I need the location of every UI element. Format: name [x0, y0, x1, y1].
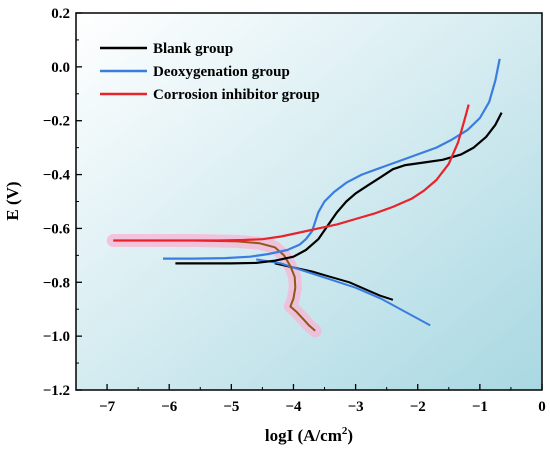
- series-deoxygenation-anodic: [163, 58, 501, 260]
- y-tick-label: −0.6: [43, 221, 71, 237]
- y-tick-label: −1.0: [43, 329, 70, 345]
- ticks-layer: −7 −6 −5 −4 −3 −2 −1 0 −1.2 −1.0 −0.8 −0.6 −0.4 −0.2 0…: [43, 6, 546, 415]
- x-tick-label: −5: [223, 399, 239, 415]
- x-tick-label: −6: [161, 399, 178, 415]
- legend-label-blank: Blank group: [153, 41, 233, 57]
- series-layer: [113, 58, 503, 332]
- x-tick-label: −1: [472, 399, 488, 415]
- y-axis-label: E (V): [3, 181, 22, 220]
- x-tick-label: −4: [285, 399, 302, 415]
- x-axis-label: logI (A/cm2): [265, 425, 353, 445]
- y-tick-label: −1.2: [43, 383, 70, 399]
- y-tick-label: −0.8: [43, 275, 70, 291]
- legend-label-deoxygenation: Deoxygenation group: [153, 64, 290, 80]
- x-tick-label: −7: [99, 399, 116, 415]
- x-tick-label: −3: [348, 399, 364, 415]
- series-inhibitor-anodic: [113, 104, 470, 242]
- series-deoxygenation-cathodic: [256, 258, 431, 327]
- series-blank-anodic: [175, 112, 503, 265]
- y-tick-label: −0.4: [43, 168, 71, 184]
- series-inhibitor-cathodic: [113, 239, 316, 332]
- x-tick-label: 0: [538, 399, 546, 415]
- legend-label-inhibitor: Corrosion inhibitor group: [153, 87, 320, 103]
- y-tick-label: 0.0: [51, 60, 70, 76]
- y-tick-label: −0.2: [43, 114, 70, 130]
- y-tick-label: 0.2: [51, 6, 70, 22]
- legend: Blank group Deoxygenation group Corrosion …: [100, 41, 320, 103]
- x-tick-label: −2: [410, 399, 426, 415]
